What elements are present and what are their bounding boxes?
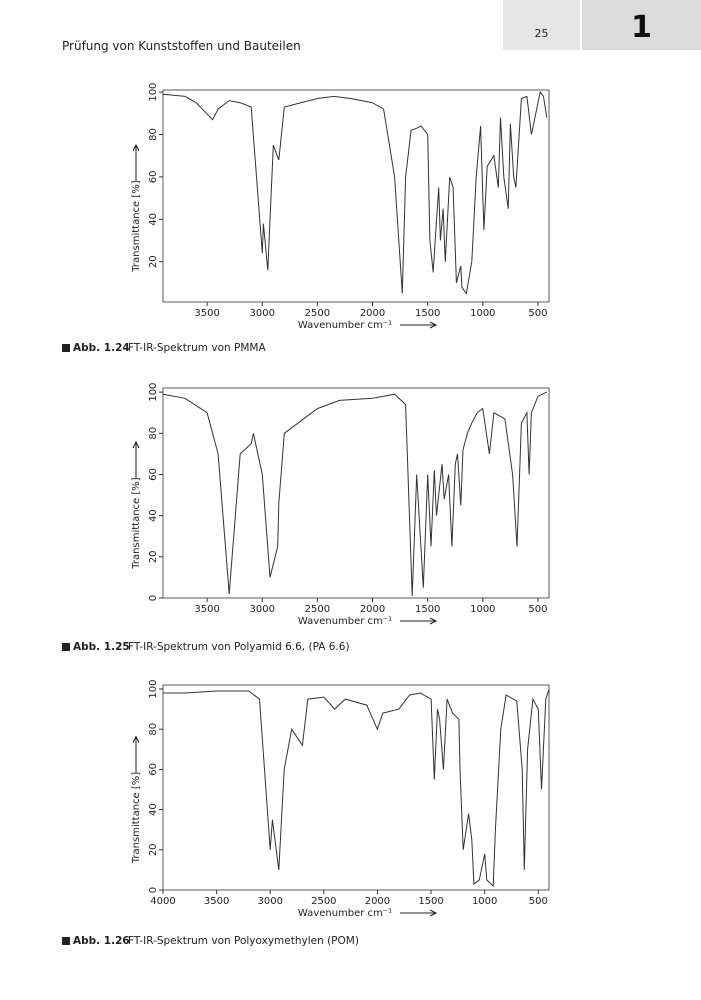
spectrum-line — [162, 391, 548, 596]
x-arrow — [400, 321, 438, 329]
caption-marker — [62, 643, 70, 651]
y-tick-label: 60 — [148, 468, 159, 481]
y-tick-label: 20 — [148, 550, 159, 563]
spectrum-line — [162, 90, 548, 295]
x-tick-label: 1000 — [472, 896, 497, 907]
y-tick-label: 0 — [148, 887, 159, 893]
x-tick-label: 2500 — [305, 604, 330, 615]
x-axis-label: Wavenumber cm⁻¹ — [298, 616, 392, 627]
x-tick-label: 3000 — [250, 604, 275, 615]
x-tick-label: 2500 — [305, 308, 330, 319]
y-tick-label: 20 — [148, 255, 159, 268]
y-tick-label: 100 — [148, 83, 159, 102]
plot-frame — [162, 89, 550, 303]
y-arrow — [132, 735, 140, 773]
plot-frame — [162, 684, 550, 891]
y-arrow — [132, 143, 140, 181]
y-tick-label: 80 — [148, 427, 159, 440]
x-tick-label: 3500 — [204, 896, 229, 907]
x-tick-label: 500 — [528, 308, 547, 319]
x-tick-label: 2500 — [311, 896, 336, 907]
y-arrow — [132, 440, 140, 478]
y-tick-label: 80 — [148, 723, 159, 736]
x-tick-label: 3500 — [194, 604, 219, 615]
x-tick-label: 1500 — [418, 896, 443, 907]
x-tick-label: 1500 — [415, 604, 440, 615]
caption-marker — [62, 937, 70, 945]
x-tick-label: 1000 — [470, 308, 495, 319]
x-tick-label: 2000 — [365, 896, 390, 907]
caption-label: Abb. 1.25 — [73, 641, 130, 653]
y-tick-label: 60 — [148, 763, 159, 776]
x-tick-label: 2000 — [360, 604, 385, 615]
y-tick-label: 20 — [148, 843, 159, 856]
caption: FT-IR-Spektrum von Polyoxymethylen (POM) — [128, 935, 359, 947]
x-tick-label: 500 — [528, 604, 547, 615]
x-tick-label: 1000 — [470, 604, 495, 615]
x-tick-label: 4000 — [150, 896, 175, 907]
y-tick-label: 40 — [148, 213, 159, 226]
caption-label: Abb. 1.26 — [73, 935, 130, 947]
page-number: 25 — [503, 0, 580, 50]
x-axis-label: Wavenumber cm⁻¹ — [298, 320, 392, 331]
x-arrow — [400, 909, 438, 917]
x-tick-label: 3000 — [257, 896, 282, 907]
caption: FT-IR-Spektrum von Polyamid 6.6, (PA 6.6… — [128, 641, 350, 653]
y-axis-label: Transmittance [%] — [131, 477, 142, 569]
y-tick-label: 80 — [148, 128, 159, 141]
y-tick-label: 40 — [148, 803, 159, 816]
y-tick-label: 0 — [148, 595, 159, 601]
y-tick-label: 40 — [148, 509, 159, 522]
x-tick-label: 2000 — [360, 308, 385, 319]
spectrum-line — [163, 688, 550, 888]
y-tick-label: 60 — [148, 171, 159, 184]
x-axis-label: Wavenumber cm⁻¹ — [298, 908, 392, 919]
x-tick-label: 1500 — [415, 308, 440, 319]
caption: FT-IR-Spektrum von PMMA — [128, 342, 266, 354]
y-tick-label: 100 — [148, 383, 159, 402]
y-axis-label: Transmittance [%] — [131, 772, 142, 864]
caption-marker — [62, 344, 70, 352]
chapter-number: 1 — [582, 0, 701, 50]
x-tick-label: 3000 — [250, 308, 275, 319]
x-tick-label: 500 — [529, 896, 548, 907]
caption-label: Abb. 1.24 — [73, 342, 130, 354]
y-tick-label: 100 — [148, 679, 159, 698]
running-head: Prüfung von Kunststoffen und Bauteilen — [62, 39, 301, 53]
y-axis-label: Transmittance [%] — [131, 180, 142, 272]
x-tick-label: 3500 — [194, 308, 219, 319]
x-arrow — [400, 617, 438, 625]
plot-frame — [162, 387, 550, 599]
